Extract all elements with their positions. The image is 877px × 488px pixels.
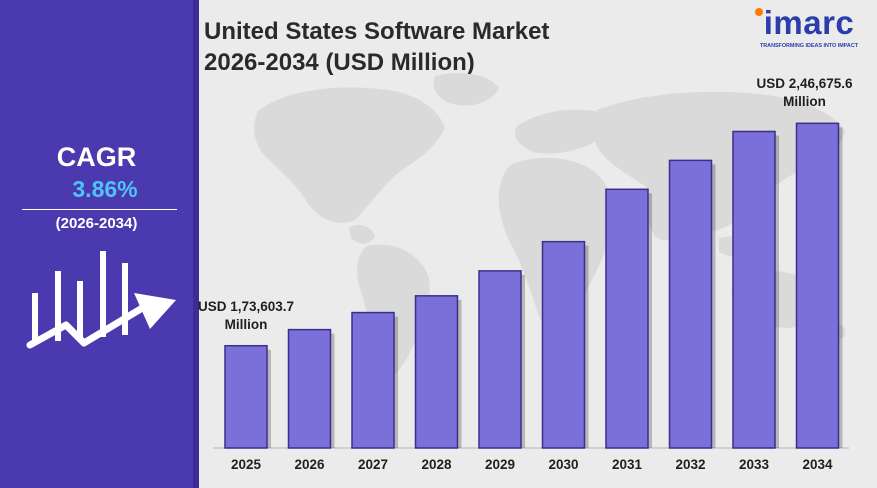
bar-2031 [605, 188, 649, 449]
callout-first-value: USD 1,73,603.7 Million [194, 298, 298, 334]
chart-title-line1: United States Software Market [204, 18, 550, 45]
bar-2030 [541, 240, 586, 449]
chart-title-line2: 2026-2034 (USD Million) [204, 49, 475, 76]
callout-first-line1: USD 1,73,603.7 [197, 298, 295, 314]
callout-last-value: USD 2,46,675.6 Million [746, 75, 864, 111]
bar-2025 [224, 344, 268, 449]
callout-last-line2: Million [783, 94, 826, 110]
bar-2034 [795, 122, 840, 449]
x-tick-label-2033: 2033 [739, 457, 770, 472]
x-tick-label-2025: 2025 [231, 457, 262, 472]
logo-dot [755, 8, 763, 16]
bar-2027 [351, 311, 395, 449]
callout-last-line1: USD 2,46,675.6 [756, 76, 853, 92]
bar-2033 [732, 130, 776, 449]
x-tick-label-2028: 2028 [421, 457, 452, 472]
logo-wordmark: imarc [763, 4, 855, 41]
bar-growth-arrow-icon [26, 251, 176, 349]
logo-tagline: TRANSFORMING IDEAS INTO IMPACT [759, 43, 859, 49]
world-map-background [254, 73, 846, 380]
cagr-divider [22, 209, 177, 210]
sidebar-edge [193, 0, 199, 488]
bar-2029 [478, 270, 522, 449]
bar-chart: 2025 2026 2027 2028 2029 2030 2031 2032 2033 2034 [213, 122, 849, 472]
x-tick-label-2026: 2026 [294, 457, 325, 472]
cagr-period: (2026-2034) [55, 215, 138, 232]
cagr-value: 3.86% [72, 176, 138, 202]
bar-2032 [668, 159, 713, 449]
sidebar-panel [0, 0, 193, 488]
x-tick-label-2032: 2032 [675, 457, 705, 472]
x-tick-label-2031: 2031 [612, 457, 643, 472]
chart-title: United States Software Market 2026-2034 … [204, 16, 634, 78]
x-tick-label-2030: 2030 [548, 457, 578, 472]
x-tick-label-2029: 2029 [485, 457, 515, 472]
bar-2028 [414, 295, 459, 449]
x-tick-label-2034: 2034 [802, 457, 833, 472]
x-tick-label-2027: 2027 [358, 457, 388, 472]
imarc-logo: imarc TRANSFORMING IDEAS INTO IMPACT [748, 4, 870, 54]
cagr-label: CAGR [56, 142, 137, 172]
callout-first-line2: Million [224, 316, 268, 332]
bar-2026 [287, 328, 332, 449]
